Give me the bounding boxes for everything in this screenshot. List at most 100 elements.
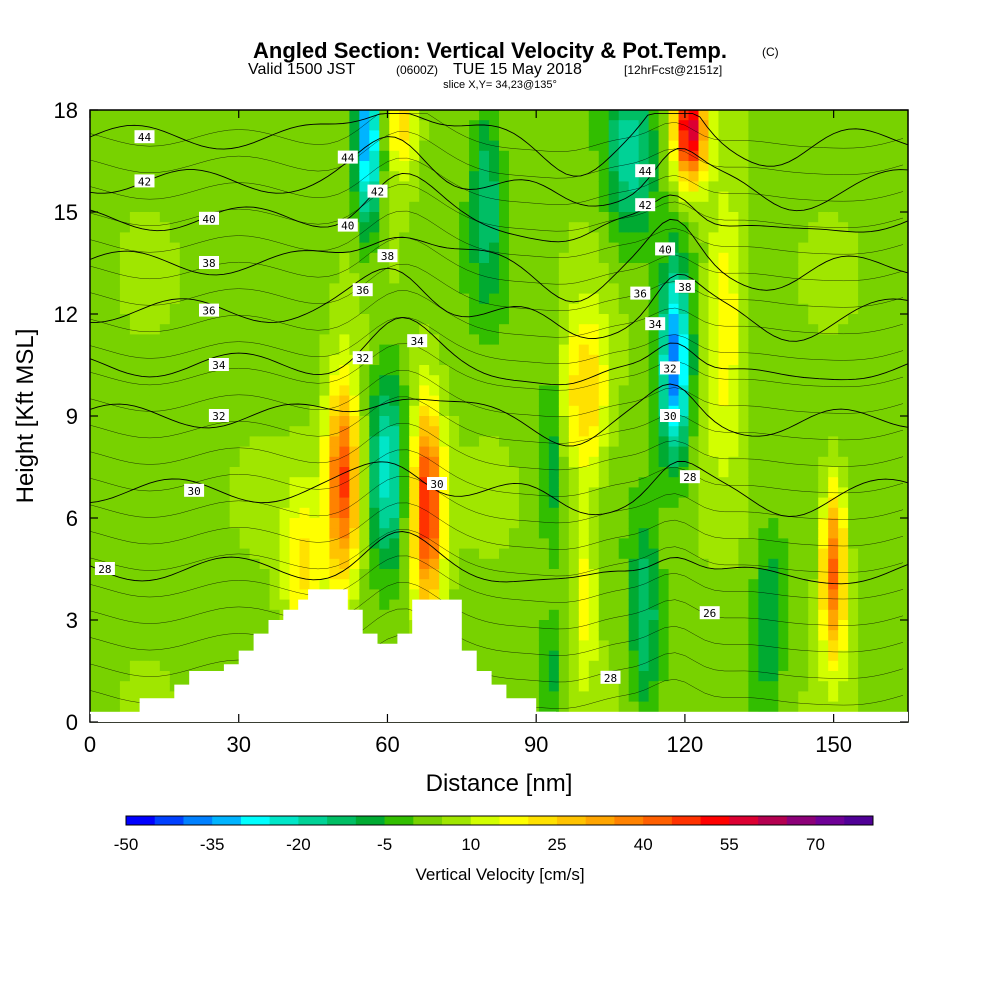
velocity-cell xyxy=(808,161,819,172)
velocity-cell xyxy=(768,701,779,713)
velocity-cell xyxy=(209,334,221,346)
velocity-cell xyxy=(858,222,869,233)
velocity-cell xyxy=(119,161,131,172)
velocity-cell xyxy=(329,222,340,233)
velocity-cell xyxy=(129,456,141,468)
velocity-cell xyxy=(269,140,281,152)
velocity-cell xyxy=(399,334,410,346)
velocity-cell xyxy=(768,569,779,580)
velocity-cell xyxy=(90,375,101,386)
velocity-cell xyxy=(718,375,730,386)
velocity-cell xyxy=(838,660,849,672)
velocity-cell xyxy=(898,181,909,193)
velocity-cell xyxy=(90,671,101,682)
velocity-cell xyxy=(618,569,630,580)
velocity-cell xyxy=(558,273,570,284)
velocity-cell xyxy=(738,375,749,386)
velocity-cell xyxy=(339,201,350,213)
velocity-cell xyxy=(788,579,799,590)
velocity-cell xyxy=(518,252,530,264)
velocity-cell xyxy=(359,150,370,162)
velocity-cell xyxy=(219,324,231,335)
velocity-cell xyxy=(718,620,730,631)
velocity-cell xyxy=(548,446,560,458)
velocity-cell xyxy=(818,150,829,162)
velocity-cell xyxy=(698,579,710,590)
velocity-cell xyxy=(758,620,769,631)
velocity-cell xyxy=(628,579,640,590)
velocity-cell xyxy=(678,487,690,499)
velocity-cell xyxy=(648,477,660,488)
velocity-cell xyxy=(419,232,430,244)
velocity-cell xyxy=(99,130,111,142)
velocity-cell xyxy=(608,558,620,570)
velocity-cell xyxy=(219,569,231,580)
velocity-cell xyxy=(788,161,799,172)
velocity-cell xyxy=(708,171,720,182)
velocity-cell xyxy=(199,344,211,356)
velocity-cell xyxy=(369,467,380,478)
velocity-cell xyxy=(558,303,570,315)
velocity-cell xyxy=(129,140,141,152)
velocity-cell xyxy=(419,446,430,458)
velocity-cell xyxy=(499,130,510,142)
velocity-cell xyxy=(798,263,809,274)
velocity-cell xyxy=(219,518,231,529)
velocity-cell xyxy=(479,161,490,172)
velocity-cell xyxy=(149,314,161,325)
velocity-cell xyxy=(429,385,440,397)
velocity-cell xyxy=(439,467,450,478)
velocity-cell xyxy=(419,252,430,264)
velocity-cell xyxy=(808,538,819,550)
velocity-cell xyxy=(758,354,769,366)
velocity-cell xyxy=(479,467,490,478)
isentrope-label-text: 44 xyxy=(341,152,355,165)
velocity-cell xyxy=(109,334,121,346)
velocity-cell xyxy=(259,293,271,305)
velocity-cell xyxy=(598,150,610,162)
velocity-cell xyxy=(459,558,470,570)
velocity-cell xyxy=(459,140,470,152)
velocity-cell xyxy=(169,303,181,315)
velocity-cell xyxy=(90,630,101,641)
velocity-cell xyxy=(199,375,211,386)
velocity-cell xyxy=(618,579,630,590)
velocity-cell xyxy=(119,212,131,223)
velocity-cell xyxy=(409,487,420,499)
velocity-cell xyxy=(90,609,101,621)
velocity-cell xyxy=(548,375,560,386)
velocity-cell xyxy=(678,212,690,223)
velocity-cell xyxy=(638,599,650,611)
velocity-cell xyxy=(199,273,211,284)
velocity-cell xyxy=(578,405,590,417)
velocity-cell xyxy=(319,201,331,213)
velocity-cell xyxy=(159,293,171,305)
velocity-cell xyxy=(299,110,311,121)
velocity-cell xyxy=(469,497,480,509)
velocity-cell xyxy=(429,110,440,121)
velocity-cell xyxy=(548,365,560,376)
velocity-cell xyxy=(518,303,530,315)
velocity-cell xyxy=(808,303,819,315)
velocity-cell xyxy=(728,222,740,233)
velocity-cell xyxy=(239,569,251,580)
velocity-cell xyxy=(828,385,839,397)
velocity-cell xyxy=(309,161,321,172)
velocity-cell xyxy=(419,140,430,152)
velocity-cell xyxy=(878,252,889,264)
velocity-cell xyxy=(379,324,390,335)
velocity-cell xyxy=(588,365,600,376)
velocity-cell xyxy=(778,130,789,142)
velocity-cell xyxy=(289,334,301,346)
velocity-cell xyxy=(139,589,151,601)
velocity-cell xyxy=(289,181,301,193)
velocity-cell xyxy=(738,477,749,488)
velocity-cell xyxy=(568,436,580,448)
velocity-cell xyxy=(379,344,390,356)
velocity-cell xyxy=(90,691,101,703)
velocity-cell xyxy=(748,630,759,641)
velocity-cell xyxy=(279,569,291,580)
velocity-cell xyxy=(99,161,111,172)
velocity-cell xyxy=(828,558,839,570)
velocity-cell xyxy=(798,579,809,590)
